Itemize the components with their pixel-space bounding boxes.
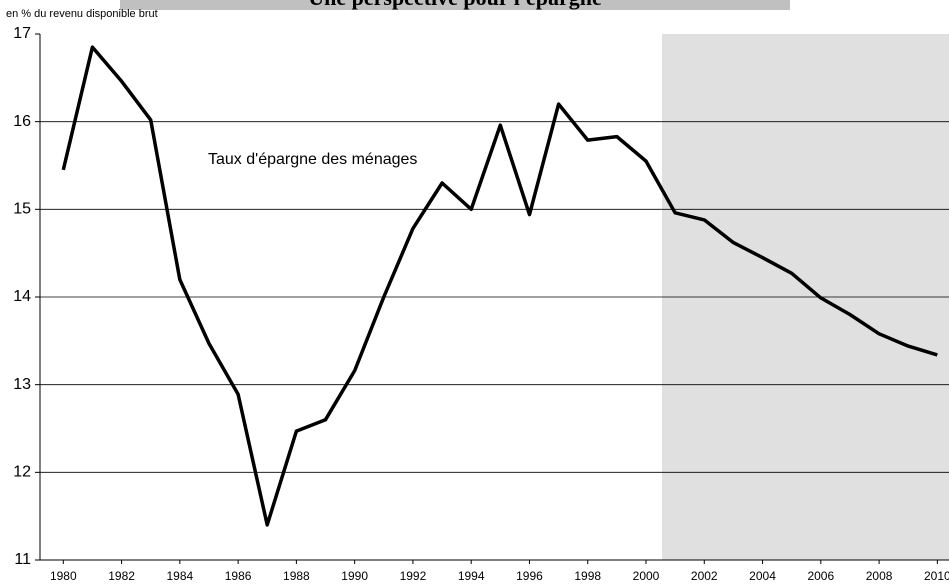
x-tick-label: 1990 [341,569,368,583]
x-tick-label: 1992 [400,569,427,583]
x-tick-label: 1988 [283,569,310,583]
x-tick-label: 1984 [166,569,193,583]
x-tick-label: 1996 [516,569,543,583]
x-tick-label: 1982 [108,569,135,583]
y-tick-label: 14 [13,288,31,305]
x-tick-label: 2000 [633,569,660,583]
x-tick-label: 1994 [458,569,485,583]
x-tick-label: 2006 [807,569,834,583]
x-tick-label: 2002 [691,569,718,583]
x-tick-label: 2004 [749,569,776,583]
title-banner [120,0,790,10]
y-tick-label: 15 [13,201,31,218]
chart-title: Une perspective pour l'épargne [308,0,602,10]
x-tick-label: 1986 [225,569,252,583]
x-tick-label: 2008 [866,569,893,583]
x-tick-label: 1998 [574,569,601,583]
x-tick-label: 1980 [50,569,77,583]
plot-area: 11 12 13 14 15 16 17 1980 1982 1984 1986 1988 1990 19… [13,25,949,583]
y-tick-label: 13 [13,376,31,393]
y-tick-label: 16 [13,113,31,130]
savings-rate-line [61,45,938,527]
x-tick-label: 2010 [924,569,949,583]
y-tick-label: 17 [13,25,31,42]
y-axis-title: en % du revenu disponible brut [6,8,158,20]
y-tick-label: 11 [14,551,31,568]
y-tick-label: 12 [13,464,31,481]
annotation: Taux d'épargne des ménages [208,151,417,168]
